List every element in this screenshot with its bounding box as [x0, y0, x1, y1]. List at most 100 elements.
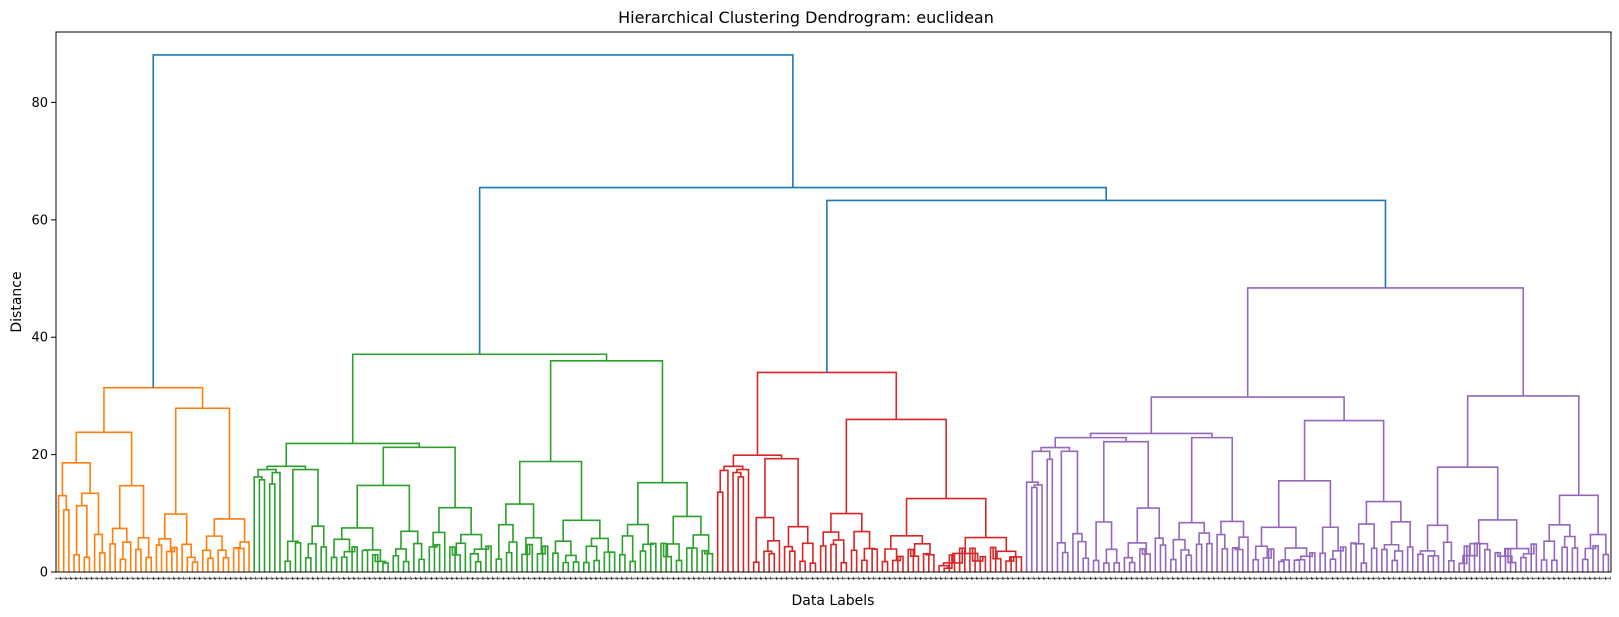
- dendrogram-link: [395, 548, 407, 562]
- leaf-label: 1: [394, 576, 402, 580]
- leaf-label: 1: [1429, 576, 1437, 580]
- leaf-label: 1: [693, 576, 701, 580]
- leaf-label: 1: [678, 576, 686, 580]
- leaf-label: 1: [544, 576, 552, 580]
- dendrogram-link: [861, 559, 868, 572]
- leaf-label: 1: [446, 576, 454, 580]
- dendrogram-link: [460, 533, 483, 550]
- leaf-label: 1: [1574, 576, 1582, 580]
- dendrogram-link: [889, 535, 924, 549]
- dendrogram-link: [809, 562, 817, 572]
- leaf-label: 1: [1059, 576, 1067, 580]
- leaf-label: 1: [930, 576, 938, 580]
- leaf-label: 1: [415, 576, 423, 580]
- leaf-label: 1: [1141, 576, 1149, 580]
- leaf-label: 1: [595, 576, 603, 580]
- dendrogram-link: [685, 547, 693, 572]
- leaf-label: 1: [338, 576, 346, 580]
- dendrogram-link: [109, 543, 117, 572]
- leaf-label: 1: [1301, 576, 1309, 580]
- leaf-label: 1: [832, 576, 840, 580]
- leaf-label: 1: [961, 576, 969, 580]
- dendrogram-link: [351, 353, 608, 444]
- dendrogram-link: [1458, 546, 1468, 572]
- dendrogram-link: [191, 561, 199, 572]
- leaf-label: 1: [1203, 576, 1211, 580]
- leaf-label: 1: [70, 576, 78, 580]
- dendrogram-link: [340, 556, 348, 572]
- leaf-label: 1: [575, 576, 583, 580]
- dendrogram-link: [119, 558, 127, 572]
- leaf-label: 1: [513, 576, 521, 580]
- leaf-label: 1: [904, 576, 912, 580]
- leaf-labels: 1 1 1 1 1 1 1 1 1 1 1 1 1 1 1 1 1 1 1 1 1 1 1 1 1 1 1 1 1 1 1 1 1 1 1 1 1 1 1 1…: [55, 576, 1613, 580]
- dendrogram-link: [1185, 554, 1193, 572]
- leaf-label: 1: [1584, 576, 1592, 580]
- dendrogram-link: [505, 503, 535, 538]
- dendrogram-link: [258, 478, 266, 572]
- dendrogram-link: [186, 556, 196, 572]
- leaf-label: 1: [688, 576, 696, 580]
- dendrogram-link: [1462, 543, 1478, 564]
- leaf-label: 1: [178, 576, 186, 580]
- dendrogram-link: [1231, 546, 1239, 572]
- leaf-label: 1: [1553, 576, 1561, 580]
- dendrogram-link: [1206, 542, 1213, 572]
- leaf-label: 1: [621, 576, 629, 580]
- dendrogram-link: [1025, 481, 1039, 572]
- dendrogram-link: [485, 545, 492, 572]
- dendrogram-link: [1254, 545, 1269, 560]
- leaf-label: 1: [703, 576, 711, 580]
- leaf-label: 1: [992, 576, 1000, 580]
- leaf-label: 1: [755, 576, 763, 580]
- dendrogram-link: [201, 549, 212, 572]
- leaf-label: 1: [765, 576, 773, 580]
- leaf-label: 1: [1182, 576, 1190, 580]
- dendrogram-link: [1520, 556, 1527, 572]
- leaf-label: 1: [327, 576, 335, 580]
- dendrogram-link: [400, 530, 419, 549]
- dendrogram-link: [1332, 546, 1345, 560]
- leaf-label: 1: [1527, 576, 1535, 580]
- leaf-label: 1: [1604, 576, 1612, 580]
- dendrogram-link: [402, 560, 410, 572]
- leaf-label: 1: [683, 576, 691, 580]
- leaf-label: 1: [116, 576, 124, 580]
- dendrogram-link: [1360, 562, 1368, 572]
- dendrogram-link: [145, 556, 153, 572]
- dendrogram-link: [171, 546, 178, 572]
- dendrogram-link: [1103, 562, 1110, 572]
- leaf-label: 1: [1471, 576, 1479, 580]
- dendrogram-link: [672, 515, 702, 544]
- dendrogram-link: [1592, 545, 1599, 572]
- leaf-label: 1: [1017, 576, 1025, 580]
- leaf-label: 1: [436, 576, 444, 580]
- dendrogram-link: [662, 543, 673, 572]
- leaf-label: 1: [1084, 576, 1092, 580]
- leaf-label: 1: [1455, 576, 1463, 580]
- dendrogram-link: [572, 561, 580, 572]
- leaf-label: 1: [297, 576, 305, 580]
- dendrogram-link: [152, 54, 794, 388]
- leaf-label: 1: [204, 576, 212, 580]
- leaf-label: 1: [940, 576, 948, 580]
- leaf-label: 1: [1409, 576, 1417, 580]
- leaf-label: 1: [569, 576, 577, 580]
- leaf-label: 1: [1424, 576, 1432, 580]
- dendrogram-link: [1426, 524, 1449, 551]
- dendrogram-link: [382, 562, 389, 572]
- dendrogram-link: [850, 549, 858, 572]
- leaf-label: 1: [817, 576, 825, 580]
- dendrogram-link: [1571, 547, 1579, 572]
- leaf-label: 1: [945, 576, 953, 580]
- leaf-label: 1: [899, 576, 907, 580]
- dendrogram-link: [1391, 559, 1399, 572]
- dendrogram-link: [799, 560, 806, 572]
- leaf-label: 1: [858, 576, 866, 580]
- dendrogram-link: [268, 483, 276, 572]
- dendrogram-link: [469, 553, 480, 572]
- leaf-label: 1: [878, 576, 886, 580]
- leaf-label: 1: [75, 576, 83, 580]
- leaf-label: 1: [333, 576, 341, 580]
- dendrogram-link: [938, 564, 949, 572]
